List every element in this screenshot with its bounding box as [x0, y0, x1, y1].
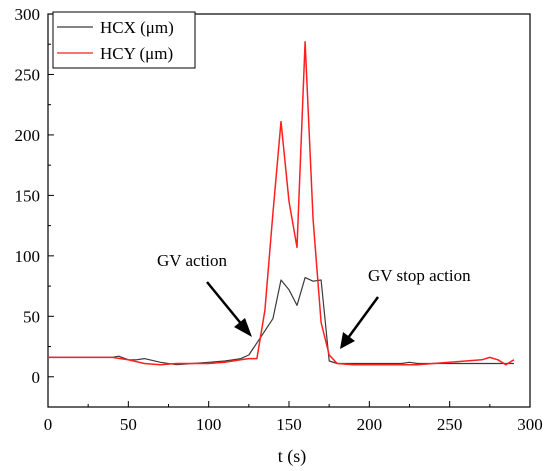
legend-label-hcy: HCY (μm): [100, 44, 173, 63]
x-axis-title: t (s): [278, 446, 307, 467]
x-tick-label: 150: [276, 415, 302, 434]
x-tick-label: 0: [44, 415, 53, 434]
legend: HCX (μm) HCY (μm): [52, 11, 196, 69]
plot-frame: [47, 13, 531, 408]
annotation-gv-action-label: GV action: [157, 251, 228, 270]
legend-label-hcx: HCX (μm): [100, 18, 174, 37]
series-layer: [48, 41, 515, 366]
y-tick-label: 150: [15, 186, 41, 205]
y-tick-label: 300: [15, 5, 41, 24]
x-tick-label: 250: [437, 415, 463, 434]
series-line-hcx: [48, 277, 514, 366]
x-tick-label: 200: [357, 415, 383, 434]
annotation-gv-stop-action-arrow-head: [340, 332, 355, 349]
annotation-gv-action-arrow-shaft: [206, 281, 244, 327]
x-tick-label: 50: [120, 415, 137, 434]
annotation-gv-stop-action: GV stop action: [340, 266, 471, 349]
annotation-gv-action-arrow-head: [234, 318, 252, 337]
y-tick-label: 100: [15, 247, 41, 266]
annotation-gv-stop-action-arrow-shaft: [346, 296, 380, 339]
series-line-hcy: [48, 41, 515, 366]
y-tick-label: 0: [32, 368, 41, 387]
legend-box: [52, 11, 196, 69]
x-tick-label: 300: [517, 415, 543, 434]
annotation-gv-stop-action-label: GV stop action: [368, 266, 471, 285]
ticks-layer: 0 50 100 150 200 250 300 0 50 100 150 200 250 300: [15, 5, 543, 434]
y-tick-label: 50: [23, 307, 40, 326]
annotation-gv-action: GV action: [157, 251, 252, 337]
x-tick-label: 100: [196, 415, 222, 434]
plot-border: [47, 13, 531, 408]
y-tick-label: 200: [15, 126, 41, 145]
y-tick-label: 250: [15, 65, 41, 84]
